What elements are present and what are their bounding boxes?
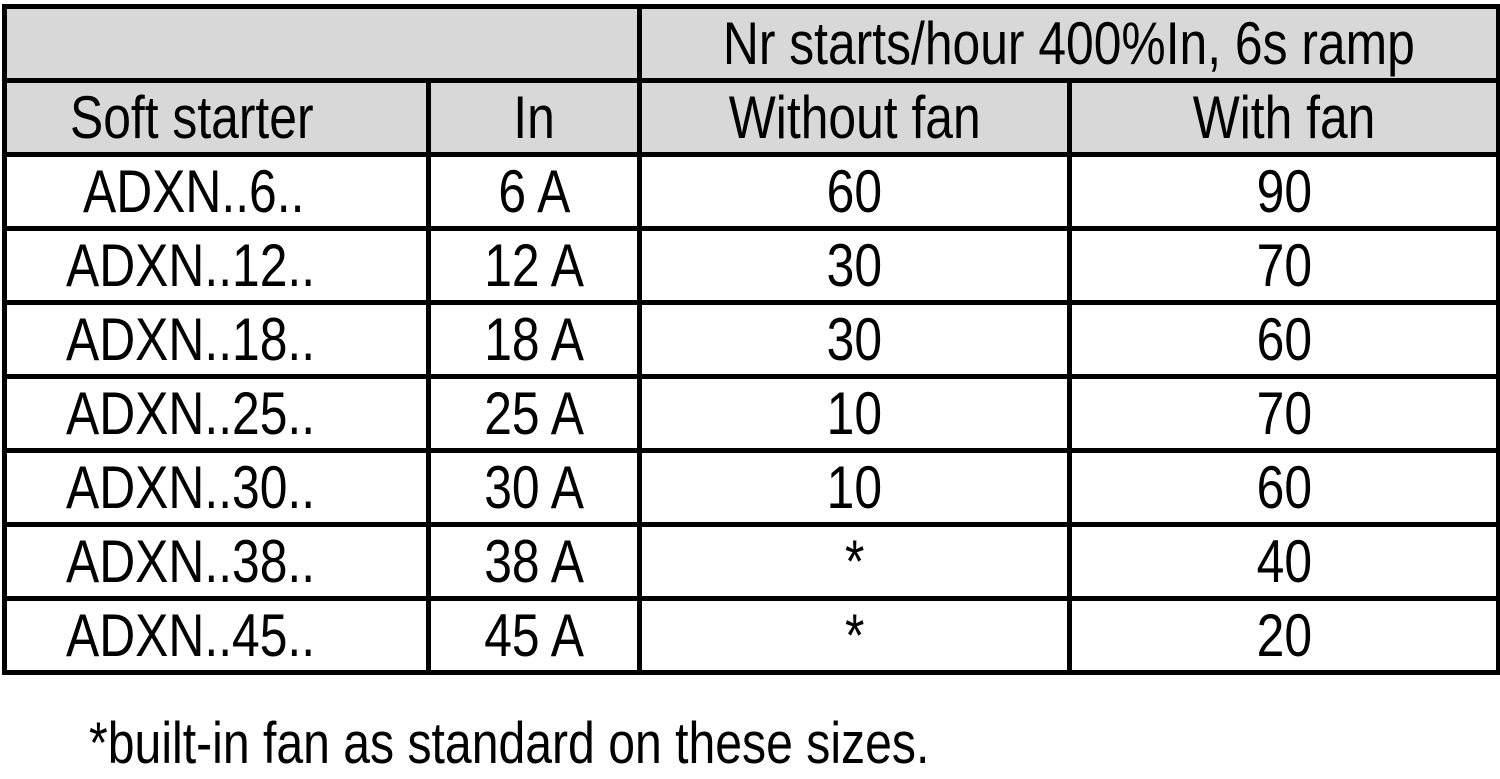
cell-starts-with-fan: 20 <box>1066 596 1500 675</box>
starts-per-hour-table: Nr starts/hour 400%In, 6s ramp Soft star… <box>2 4 1500 675</box>
cell-rated-current: 25 A <box>426 374 642 453</box>
cell-starts-without-fan: 30 <box>637 226 1072 305</box>
cell-soft-starter: ADXN..25.. <box>2 374 431 453</box>
table-row: ADXN..12.. 12 A 30 70 <box>2 226 1500 305</box>
cell-starts-with-fan: 60 <box>1066 300 1500 379</box>
cell-starts-with-fan: 60 <box>1066 448 1500 527</box>
column-header-rated-current: In <box>426 78 642 157</box>
cell-starts-with-fan: 40 <box>1066 522 1500 601</box>
column-header-without-fan: Without fan <box>637 78 1072 157</box>
group-header-row: Nr starts/hour 400%In, 6s ramp <box>2 4 1500 83</box>
group-header-label: Nr starts/hour 400%In, 6s ramp <box>723 10 1415 77</box>
cell-soft-starter: ADXN..30.. <box>2 448 431 527</box>
cell-rated-current: 30 A <box>426 448 642 527</box>
cell-rated-current: 18 A <box>426 300 642 379</box>
cell-starts-without-fan: 60 <box>637 152 1072 231</box>
column-header-with-fan: With fan <box>1066 78 1500 157</box>
table-row: ADXN..6.. 6 A 60 90 <box>2 152 1500 231</box>
cell-soft-starter: ADXN..45.. <box>2 596 431 675</box>
cell-starts-without-fan: * <box>637 522 1072 601</box>
cell-rated-current: 38 A <box>426 522 642 601</box>
table-row: ADXN..30.. 30 A 10 60 <box>2 448 1500 527</box>
cell-starts-with-fan: 70 <box>1066 226 1500 305</box>
cell-starts-with-fan: 70 <box>1066 374 1500 453</box>
cell-starts-without-fan: * <box>637 596 1072 675</box>
column-header-soft-starter: Soft starter <box>2 78 431 157</box>
column-header-row: Soft starter In Without fan With fan <box>2 78 1500 157</box>
cell-soft-starter: ADXN..38.. <box>2 522 431 601</box>
group-header-cell: Nr starts/hour 400%In, 6s ramp <box>636 4 1500 83</box>
table-row: ADXN..25.. 25 A 10 70 <box>2 374 1500 453</box>
table-row: ADXN..38.. 38 A * 40 <box>2 522 1500 601</box>
cell-rated-current: 12 A <box>426 226 642 305</box>
cell-soft-starter: ADXN..6.. <box>2 152 431 231</box>
header-spacer <box>2 4 642 83</box>
cell-soft-starter: ADXN..18.. <box>2 300 431 379</box>
footnote-text: *built-in fan as standard on these sizes… <box>89 711 930 776</box>
table-row: ADXN..18.. 18 A 30 60 <box>2 300 1500 379</box>
cell-starts-without-fan: 10 <box>637 374 1072 453</box>
cell-starts-without-fan: 10 <box>637 448 1072 527</box>
cell-soft-starter: ADXN..12.. <box>2 226 431 305</box>
cell-rated-current: 45 A <box>426 596 642 675</box>
cell-starts-with-fan: 90 <box>1066 152 1500 231</box>
footnote: *built-in fan as standard on these sizes… <box>3 712 1493 776</box>
cell-starts-without-fan: 30 <box>637 300 1072 379</box>
cell-rated-current: 6 A <box>426 152 642 231</box>
table-row: ADXN..45.. 45 A * 20 <box>2 596 1500 675</box>
